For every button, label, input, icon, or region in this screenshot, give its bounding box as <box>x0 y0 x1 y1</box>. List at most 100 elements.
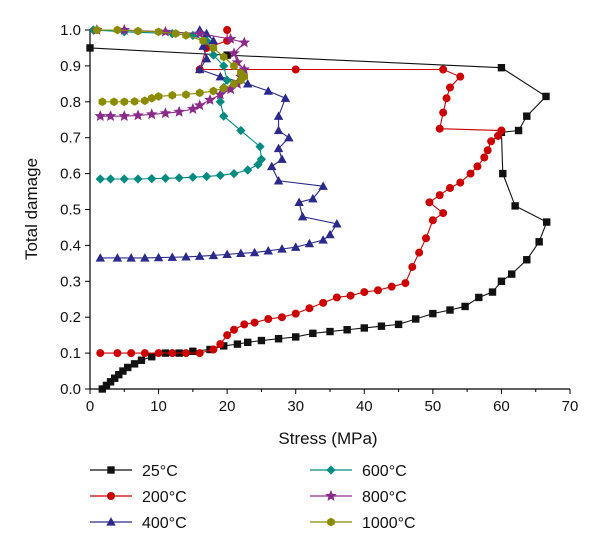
data-point <box>130 360 139 368</box>
data-point <box>140 349 149 358</box>
legend-item: 400°C <box>90 515 187 532</box>
data-point <box>140 253 150 262</box>
data-point <box>124 363 132 372</box>
data-point <box>421 234 430 243</box>
y-tick-label: 0.8 <box>60 94 81 111</box>
data-point <box>167 252 177 261</box>
data-point <box>119 174 129 184</box>
data-point <box>159 107 172 119</box>
data-point <box>274 335 283 343</box>
data-point <box>435 124 444 133</box>
data-point <box>154 92 163 101</box>
data-point <box>195 349 204 358</box>
data-point <box>132 109 144 121</box>
data-point <box>230 79 238 89</box>
data-point <box>228 47 240 59</box>
data-point <box>292 333 300 341</box>
data-point <box>263 86 273 95</box>
data-point <box>160 173 171 183</box>
data-point <box>332 293 341 302</box>
data-point <box>415 248 424 257</box>
data-point <box>237 68 245 78</box>
data-point <box>488 288 497 296</box>
data-point <box>439 209 448 218</box>
x-tick-label: 60 <box>493 398 510 415</box>
legend-label: 200°C <box>142 489 187 506</box>
data-point <box>255 142 265 152</box>
y-axis-title: Total damage <box>22 158 41 260</box>
data-point <box>113 25 122 35</box>
data-point <box>408 262 417 271</box>
data-point <box>291 242 301 251</box>
data-point <box>154 349 163 358</box>
data-point <box>244 338 252 347</box>
data-point <box>201 53 212 63</box>
data-point <box>401 279 410 288</box>
x-tick-label: 70 <box>562 398 579 415</box>
data-point <box>475 293 483 302</box>
series-4 <box>91 24 250 122</box>
data-point <box>223 25 232 34</box>
data-point <box>439 108 448 117</box>
legend-item: 1000°C <box>310 515 416 532</box>
data-point <box>153 252 164 262</box>
data-point <box>134 26 142 36</box>
data-point <box>332 219 342 228</box>
data-point <box>95 253 105 262</box>
legend-label: 400°C <box>142 515 187 532</box>
legend-item: 800°C <box>310 489 407 506</box>
data-point <box>542 218 551 226</box>
x-tick-label: 30 <box>287 398 304 415</box>
data-point <box>308 193 318 203</box>
data-point <box>291 65 300 74</box>
legend-item: 25°C <box>90 463 178 480</box>
data-point <box>148 352 156 361</box>
data-point <box>189 347 197 356</box>
y-tick-label: 0.6 <box>60 166 81 183</box>
data-point <box>215 170 225 181</box>
data-point <box>230 61 238 71</box>
legend-label: 25°C <box>142 463 178 480</box>
data-point <box>219 61 229 71</box>
data-point <box>394 320 403 329</box>
data-point <box>236 248 246 257</box>
data-point <box>219 111 229 121</box>
data-point <box>256 154 267 164</box>
data-point <box>535 238 543 246</box>
data-point <box>446 306 454 314</box>
y-tick-label: 0.7 <box>60 130 81 147</box>
data-point <box>137 356 146 364</box>
data-point <box>222 249 232 259</box>
y-tick-label: 0.2 <box>60 309 81 326</box>
data-point <box>429 309 437 318</box>
data-point <box>277 154 287 163</box>
y-tick-label: 0.3 <box>60 273 81 290</box>
series-layer <box>86 24 551 393</box>
legend-marker <box>326 465 336 475</box>
data-point <box>280 93 291 102</box>
data-point <box>466 169 475 178</box>
data-point <box>194 27 206 39</box>
data-point <box>309 329 317 338</box>
data-point <box>229 168 239 179</box>
data-point <box>263 245 273 255</box>
data-point <box>412 315 420 323</box>
data-point <box>147 93 156 103</box>
data-point <box>360 324 368 332</box>
data-point <box>273 125 284 135</box>
legend-item: 200°C <box>90 489 187 506</box>
data-point <box>219 83 228 93</box>
data-point <box>195 251 205 260</box>
data-point <box>118 110 130 122</box>
data-point <box>273 175 284 185</box>
data-point <box>377 322 386 330</box>
data-point <box>154 27 163 37</box>
data-point <box>173 105 185 117</box>
data-point <box>243 79 253 88</box>
data-point <box>523 256 531 264</box>
series-line <box>100 29 338 259</box>
data-point <box>461 302 469 311</box>
ticks-layer: 0 10 20 30 40 50 60 70 0.0 0.1 0.2 0.3 0.4 0.5 0.6 0.7 0… <box>60 22 578 415</box>
data-point <box>204 94 216 105</box>
